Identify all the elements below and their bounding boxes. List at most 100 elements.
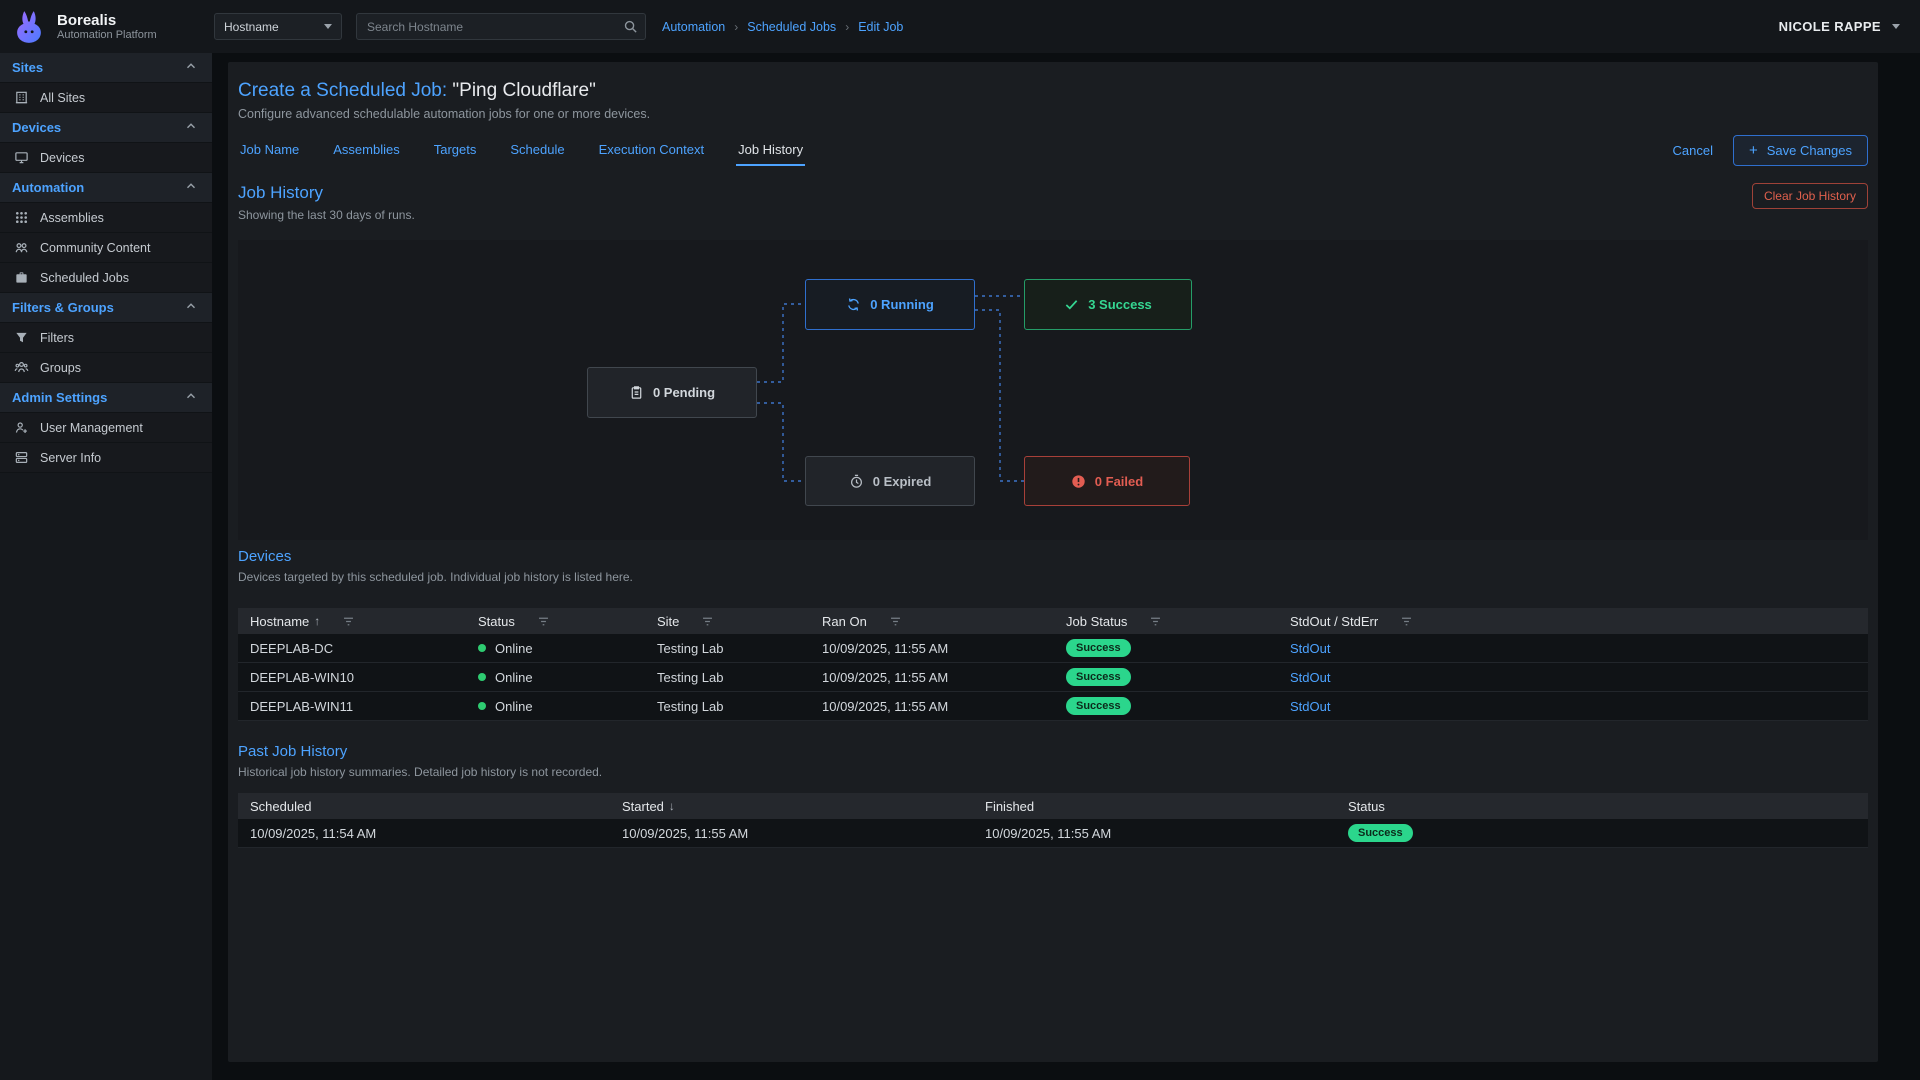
hostname-cell: DEEPLAB-WIN11	[250, 698, 354, 714]
device-row: DEEPLAB-WIN11 Online Testing Lab 10/09/2…	[238, 692, 1868, 721]
page-subtitle: Configure advanced schedulable automatio…	[238, 107, 651, 121]
groups-icon	[14, 360, 29, 375]
filter-icon[interactable]	[1149, 615, 1162, 628]
stdout-cell: StdOut	[1278, 641, 1868, 656]
plus-icon	[1749, 143, 1758, 158]
column-header-started[interactable]: Started ↓	[622, 798, 675, 814]
user-icon	[14, 420, 29, 435]
job-status-cell: Success	[1054, 668, 1278, 686]
sidebar-item-label: Assemblies	[40, 210, 104, 225]
stdout-link[interactable]: StdOut	[1290, 698, 1331, 714]
success-status-box: 3 Success	[1024, 279, 1192, 330]
sidebar-item-label: Scheduled Jobs	[40, 270, 129, 285]
sort-asc-icon[interactable]: ↑	[314, 614, 321, 628]
devices-table: Hostname ↑ Status Site Ran On	[238, 608, 1868, 721]
section-label: Sites	[12, 60, 44, 75]
finished-cell: 10/09/2025, 11:55 AM	[985, 825, 1112, 841]
tab-job-name[interactable]: Job Name	[240, 142, 300, 157]
devices-subheading: Devices targeted by this scheduled job. …	[238, 570, 633, 584]
column-header-stdout-stderr[interactable]: StdOut / StdErr	[1278, 614, 1868, 629]
people-icon	[14, 240, 29, 255]
chevron-up-icon	[184, 299, 198, 316]
breadcrumb-separator	[845, 20, 849, 34]
filter-icon[interactable]	[889, 615, 902, 628]
sidebar-item-groups[interactable]: Groups	[0, 353, 212, 383]
success-badge: Success	[1066, 668, 1131, 686]
filter-icon[interactable]	[1400, 615, 1413, 628]
filter-icon[interactable]	[537, 615, 550, 628]
caret-down-icon	[324, 24, 332, 29]
funnel-icon	[14, 330, 29, 345]
hostname-select[interactable]: Hostname	[214, 13, 342, 40]
tab-assemblies[interactable]: Assemblies	[333, 142, 400, 157]
job-status-cell: Success	[1054, 639, 1278, 657]
past-job-history-table: Scheduled Started ↓ Finished Status 10/0…	[238, 793, 1868, 848]
clear-job-history-button[interactable]: Clear Job History	[1751, 183, 1868, 209]
column-header-ran-on[interactable]: Ran On	[810, 614, 1054, 629]
tab-job-history[interactable]: Job History	[736, 134, 806, 166]
job-history-heading: Job History	[238, 183, 324, 202]
page-title: Create a Scheduled Job: "Ping Cloudflare…	[238, 80, 1868, 102]
sidebar-item-label: Filters	[40, 330, 75, 345]
sidebar-item-scheduled-jobs[interactable]: Scheduled Jobs	[0, 263, 212, 293]
column-header-scheduled[interactable]: Scheduled	[250, 798, 312, 814]
tabs-row: Job Name Assemblies Targets Schedule Exe…	[238, 133, 1868, 167]
ran-on-cell: 10/09/2025, 11:55 AM	[822, 698, 949, 714]
devices-table-header: Hostname ↑ Status Site Ran On	[238, 608, 1868, 634]
column-header-status[interactable]: Status	[466, 614, 645, 629]
sidebar-item-label: Devices	[40, 150, 85, 165]
sidebar-section-sites[interactable]: Sites	[0, 53, 212, 83]
column-header-finished[interactable]: Finished	[985, 798, 1035, 814]
ran-on-cell: 10/09/2025, 11:55 AM	[822, 640, 949, 656]
tab-execution-context[interactable]: Execution Context	[598, 142, 705, 157]
column-header-hostname[interactable]: Hostname ↑	[238, 614, 466, 629]
user-name: NICOLE RAPPE	[1778, 19, 1881, 34]
sidebar-section-filters-groups[interactable]: Filters & Groups	[0, 293, 212, 323]
success-label: 3 Success	[1088, 297, 1152, 312]
sort-desc-icon[interactable]: ↓	[668, 799, 675, 813]
sidebar-item-community-content[interactable]: Community Content	[0, 233, 212, 263]
cancel-button[interactable]: Cancel	[1672, 142, 1713, 158]
sidebar-item-all-sites[interactable]: All Sites	[0, 83, 212, 113]
scheduled-cell: 10/09/2025, 11:54 AM	[250, 825, 377, 841]
save-changes-button[interactable]: Save Changes	[1732, 134, 1868, 166]
sidebar-item-server-info[interactable]: Server Info	[0, 443, 212, 473]
breadcrumb-item-edit-job[interactable]: Edit Job	[858, 19, 904, 34]
device-row: DEEPLAB-WIN10 Online Testing Lab 10/09/2…	[238, 663, 1868, 692]
breadcrumb-item-automation[interactable]: Automation	[662, 19, 726, 34]
column-header-site[interactable]: Site	[645, 614, 810, 629]
breadcrumb-item-scheduled-jobs[interactable]: Scheduled Jobs	[747, 19, 837, 34]
sidebar-section-automation[interactable]: Automation	[0, 173, 212, 203]
stdout-cell: StdOut	[1278, 699, 1868, 714]
sidebar-section-admin-settings[interactable]: Admin Settings	[0, 383, 212, 413]
search-icon	[623, 19, 638, 39]
stdout-link[interactable]: StdOut	[1290, 669, 1331, 685]
status-cell: Success	[1336, 824, 1868, 842]
past-table-header: Scheduled Started ↓ Finished Status	[238, 793, 1868, 819]
sidebar-item-user-management[interactable]: User Management	[0, 413, 212, 443]
sidebar-item-devices[interactable]: Devices	[0, 143, 212, 173]
pending-status-box: 0 Pending	[587, 367, 757, 418]
filter-icon[interactable]	[342, 615, 355, 628]
running-status-box: 0 Running	[805, 279, 975, 330]
filter-icon[interactable]	[701, 615, 714, 628]
sidebar-section-devices[interactable]: Devices	[0, 113, 212, 143]
past-job-history-section-head: Past Job History Historical job history …	[238, 743, 1868, 779]
user-menu[interactable]: NICOLE RAPPE	[1779, 19, 1900, 34]
breadcrumb-separator	[734, 20, 738, 34]
devices-section-head: Devices Devices targeted by this schedul…	[238, 548, 1868, 584]
sidebar-item-filters[interactable]: Filters	[0, 323, 212, 353]
tab-targets[interactable]: Targets	[433, 142, 477, 157]
search-input[interactable]	[356, 13, 646, 40]
column-header-status[interactable]: Status	[1348, 798, 1385, 814]
tab-schedule[interactable]: Schedule	[510, 142, 565, 157]
column-header-job-status[interactable]: Job Status	[1054, 614, 1278, 629]
status-cell: Online	[466, 641, 645, 656]
section-label: Admin Settings	[12, 390, 108, 405]
sidebar-item-assemblies[interactable]: Assemblies	[0, 203, 212, 233]
caret-down-icon	[1892, 24, 1900, 29]
brand-name: Borealis	[57, 11, 117, 29]
site-cell: Testing Lab	[657, 640, 724, 656]
stdout-link[interactable]: StdOut	[1290, 640, 1331, 656]
